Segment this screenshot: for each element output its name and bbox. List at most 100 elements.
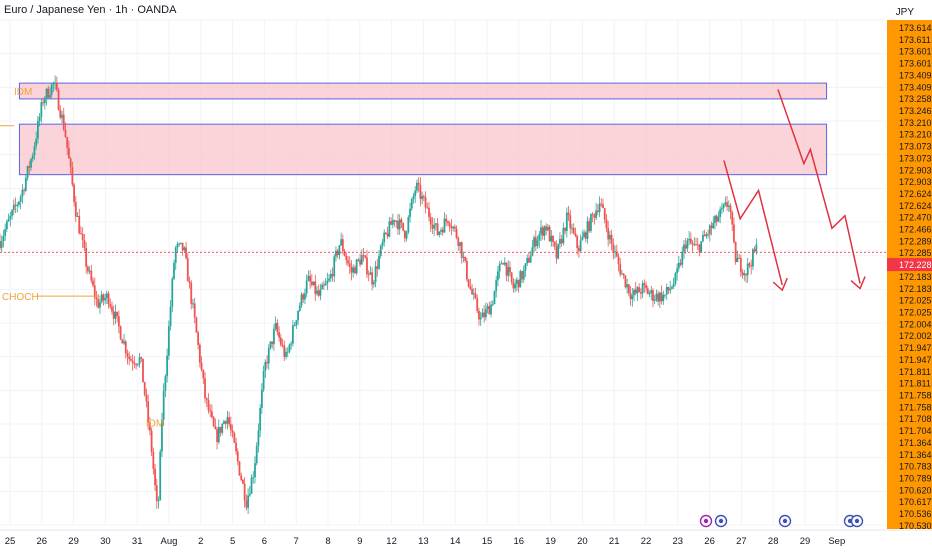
candle-body xyxy=(436,223,439,235)
candle-body xyxy=(743,273,746,276)
candle xyxy=(600,198,603,208)
candle xyxy=(483,304,486,323)
candle xyxy=(260,383,263,415)
candle xyxy=(641,280,644,298)
candle xyxy=(662,290,665,305)
candle xyxy=(514,279,517,293)
candle-body xyxy=(188,281,191,283)
candle-body xyxy=(531,247,534,257)
candle xyxy=(323,280,325,291)
candle xyxy=(145,388,148,408)
candle xyxy=(16,202,19,213)
candle xyxy=(135,362,138,370)
candle-body xyxy=(162,390,165,420)
candle-body xyxy=(238,461,241,476)
candle-body xyxy=(410,199,413,209)
candle-body xyxy=(302,294,305,300)
candle xyxy=(95,290,98,307)
candle-body xyxy=(35,138,38,147)
candle xyxy=(448,220,451,232)
candle xyxy=(528,252,530,264)
candle-body xyxy=(669,288,672,291)
candle xyxy=(565,207,568,238)
candle-body xyxy=(483,312,486,318)
candle xyxy=(689,232,692,245)
candle-body xyxy=(11,210,13,216)
candle-body xyxy=(240,475,243,480)
candle-body xyxy=(426,207,429,209)
candle-body xyxy=(273,329,275,345)
candle xyxy=(9,211,12,227)
choch-label: CHOCH xyxy=(2,292,39,303)
candle xyxy=(612,238,615,260)
candle-body xyxy=(214,426,217,430)
candle xyxy=(627,283,630,297)
candle-body xyxy=(650,290,653,294)
candle-body xyxy=(221,423,224,433)
candle-body xyxy=(19,196,22,202)
candle-body xyxy=(5,221,8,230)
candle xyxy=(43,95,46,110)
candle-body xyxy=(686,240,689,249)
candle xyxy=(529,250,532,264)
candle xyxy=(304,288,306,305)
candle xyxy=(743,269,746,281)
candle xyxy=(447,220,449,227)
flag-icon-dot xyxy=(718,518,724,524)
candle xyxy=(371,267,374,291)
candle-body xyxy=(116,311,119,317)
candle xyxy=(281,338,284,348)
candle xyxy=(452,225,455,232)
candle-body xyxy=(290,343,293,345)
candle-body xyxy=(12,204,15,211)
candle xyxy=(366,249,368,279)
candle-body xyxy=(328,278,330,281)
candle xyxy=(338,244,341,260)
candle-body xyxy=(440,229,442,232)
candle-body xyxy=(715,215,718,222)
candle xyxy=(136,363,139,367)
candle xyxy=(86,264,89,275)
candle xyxy=(345,252,348,266)
candle-body xyxy=(336,250,339,255)
candle-body xyxy=(450,226,453,229)
flag-icon-dot xyxy=(782,518,788,524)
candle-body xyxy=(593,214,596,218)
candle xyxy=(148,416,151,436)
candle-body xyxy=(317,290,320,296)
candle xyxy=(300,292,303,308)
candle xyxy=(176,241,179,253)
candle-body xyxy=(180,242,182,244)
candle-body xyxy=(434,223,437,225)
candle xyxy=(522,265,525,283)
candle xyxy=(652,288,654,308)
candle xyxy=(78,208,81,235)
candle xyxy=(472,288,475,300)
candle xyxy=(753,246,756,254)
candle-body xyxy=(300,294,303,306)
price-axis-label: 173.614 xyxy=(899,23,932,33)
candle xyxy=(138,352,141,368)
candle xyxy=(490,300,492,318)
candle-body xyxy=(364,255,367,258)
candle xyxy=(310,274,313,288)
candle-body xyxy=(242,479,244,484)
candle-body xyxy=(50,84,53,96)
candle xyxy=(247,488,249,515)
candle-body xyxy=(465,260,468,280)
candle xyxy=(603,207,606,224)
candle-body xyxy=(243,483,246,501)
candle xyxy=(669,280,672,294)
candle xyxy=(385,231,387,235)
candle-body xyxy=(255,445,258,464)
candle xyxy=(719,206,722,224)
candle xyxy=(321,282,324,290)
candle xyxy=(657,290,660,306)
candle xyxy=(510,271,513,285)
candle-body xyxy=(388,221,391,237)
candle xyxy=(745,273,747,283)
candle-body xyxy=(748,263,751,266)
candle-body xyxy=(621,273,623,275)
